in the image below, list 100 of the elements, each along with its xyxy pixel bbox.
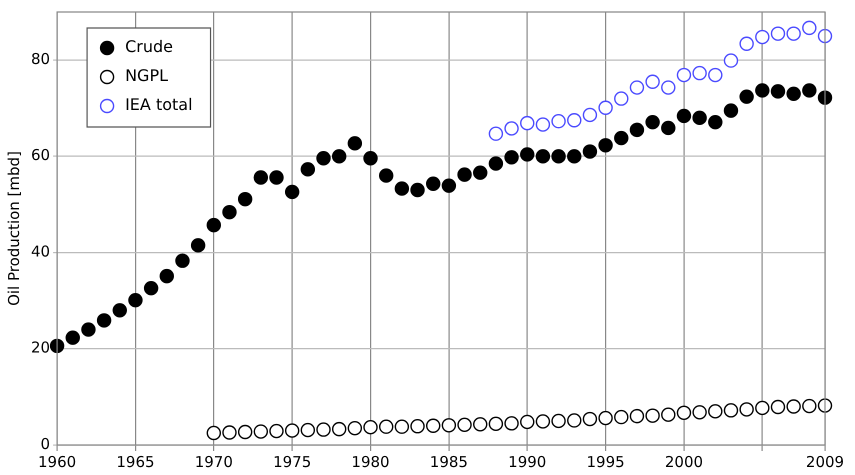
point [504, 121, 519, 136]
point [394, 420, 410, 434]
point [316, 151, 331, 166]
point [567, 113, 582, 128]
point [504, 150, 519, 164]
point [739, 36, 754, 51]
point [284, 184, 300, 200]
point [567, 149, 582, 164]
point [818, 90, 832, 105]
point [520, 116, 534, 130]
point [802, 20, 817, 36]
point [692, 405, 707, 420]
x-tick-label: 1965 [116, 452, 155, 471]
legend-label: Crude [125, 37, 173, 56]
legend-label: IEA total [125, 95, 193, 114]
point [410, 182, 425, 198]
point [457, 418, 472, 432]
point [661, 407, 676, 422]
point [378, 168, 394, 183]
point [442, 418, 456, 432]
point [144, 280, 158, 296]
x-tick-label: 1985 [430, 452, 468, 471]
point [473, 165, 488, 180]
y-tick-label: 60 [30, 146, 50, 164]
point [536, 414, 550, 429]
point [457, 167, 472, 182]
point [645, 114, 660, 130]
point [567, 413, 582, 428]
point [676, 68, 692, 82]
point [770, 400, 786, 414]
point [536, 117, 550, 132]
point [708, 114, 722, 130]
point [160, 268, 174, 284]
point [96, 313, 112, 328]
point [442, 178, 456, 193]
point [770, 26, 786, 41]
point [755, 30, 770, 44]
point [582, 144, 598, 159]
y-tick-label: 40 [30, 242, 50, 260]
point [786, 399, 801, 414]
point [630, 408, 644, 424]
point [724, 103, 738, 118]
point [348, 136, 362, 151]
point [504, 416, 519, 431]
point [598, 100, 613, 115]
point [661, 120, 676, 136]
point [66, 330, 80, 345]
point [473, 417, 488, 432]
point [676, 108, 692, 124]
point [81, 322, 96, 337]
point [175, 254, 190, 268]
point [645, 408, 660, 423]
point [50, 338, 64, 354]
point [363, 420, 378, 434]
point [630, 122, 644, 138]
point [520, 147, 534, 162]
x-tick-label: 1975 [273, 452, 312, 471]
point [786, 86, 801, 101]
point [488, 126, 504, 141]
point [410, 419, 425, 434]
y-axis-title: Oil Production [mbd] [4, 151, 23, 306]
point [300, 422, 316, 438]
point [598, 410, 613, 426]
point [536, 149, 550, 164]
point [676, 406, 692, 420]
point [802, 83, 817, 98]
point [818, 28, 832, 44]
point [582, 412, 598, 426]
point [206, 426, 222, 440]
x-tick-label: 1970 [194, 452, 233, 471]
x-tick-label: 1980 [351, 452, 390, 471]
point [818, 398, 832, 413]
point [551, 114, 566, 128]
point [739, 402, 754, 417]
point [394, 181, 410, 196]
point [755, 83, 770, 98]
point [269, 424, 284, 438]
point [128, 292, 143, 308]
point [692, 110, 707, 126]
point [238, 192, 252, 206]
point [332, 149, 346, 164]
y-tick-label: 20 [30, 338, 50, 357]
point [284, 423, 300, 438]
point [724, 403, 738, 418]
point [332, 422, 346, 436]
point [488, 156, 504, 171]
point [238, 424, 252, 440]
point [551, 149, 566, 164]
point [222, 425, 237, 440]
point [206, 218, 222, 232]
point [363, 151, 378, 166]
point [630, 80, 644, 95]
point [300, 162, 316, 177]
point [614, 130, 628, 146]
x-tick-label: 2000 [664, 452, 704, 471]
x-tick-label: 1995 [586, 452, 625, 471]
x-tick-label: 1990 [508, 452, 546, 471]
legend-label: NGPL [125, 66, 168, 86]
point [488, 416, 504, 432]
point [426, 176, 440, 191]
